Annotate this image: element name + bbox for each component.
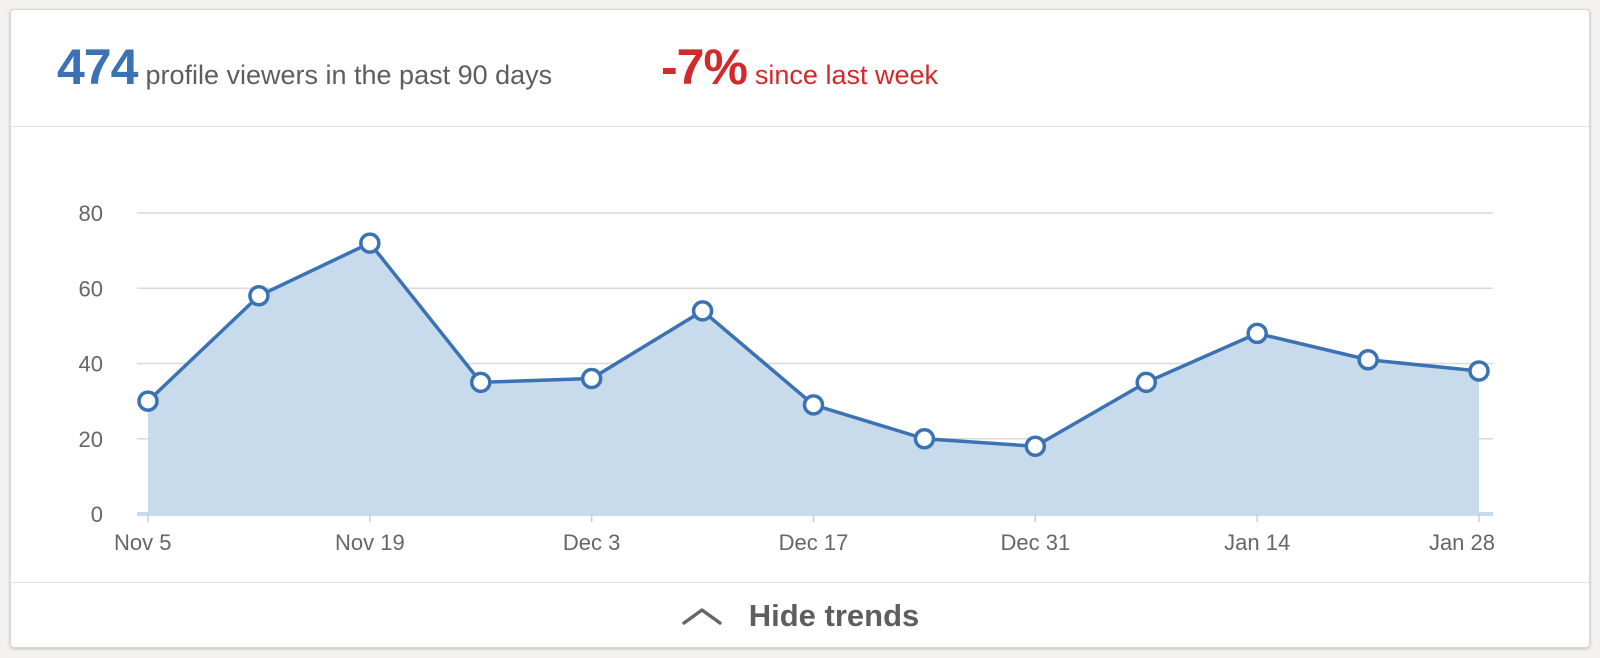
data-point [580,367,603,390]
data-point [913,428,936,450]
data-point [1468,360,1490,382]
viewer-count-stat[interactable]: 474 profile viewers in the past 90 days [57,38,552,96]
hide-trends-label: Hide trends [748,597,920,633]
x-tick-label: Nov 19 [335,530,405,555]
trend-footer: Hide trends [11,582,1589,648]
data-point [248,285,270,307]
y-tick-label: 20 [79,427,103,452]
data-point [802,394,825,416]
trend-chart: 0 20 40 60 80 Nov 5 Nov 19 Dec 3 Dec 17 Dec 31 Jan… [79,201,1495,555]
y-tick-label: 60 [79,276,103,301]
data-point [137,390,159,412]
y-tick-label: 80 [79,201,103,226]
hide-trends-button[interactable]: Hide trends [681,597,920,634]
weekly-change-value: -7% [661,39,748,95]
x-tick-label: Dec 3 [563,530,620,555]
trend-chart-area: 0 20 40 60 80 Nov 5 Nov 19 Dec 3 Dec 17 Dec 31 Jan… [11,127,1589,582]
data-point [1357,348,1379,371]
x-tick-label: Dec 31 [1000,530,1070,555]
data-point [691,300,714,322]
x-tick-label: Dec 17 [779,530,849,555]
y-tick-label: 40 [79,352,103,377]
chevron-up-icon [682,607,722,625]
profile-viewers-card: 474 profile viewers in the past 90 days … [10,9,1590,648]
data-point [359,232,381,254]
data-point [1024,435,1047,458]
weekly-change-stat: -7% since last week [661,38,938,96]
data-point [1135,371,1157,394]
viewer-count-label: profile viewers in the past 90 days [145,60,553,90]
data-point [470,371,492,394]
x-tick-label: Nov 5 [114,530,171,555]
series-area [148,243,1479,514]
data-point [1246,322,1268,345]
viewer-count: 474 [57,39,138,95]
y-tick-label: 0 [91,502,103,527]
x-tick-label: Jan 14 [1224,530,1290,555]
summary-header: 474 profile viewers in the past 90 days … [11,10,1589,127]
weekly-change-label: since last week [754,60,939,90]
x-tick-label: Jan 28 [1429,530,1495,555]
